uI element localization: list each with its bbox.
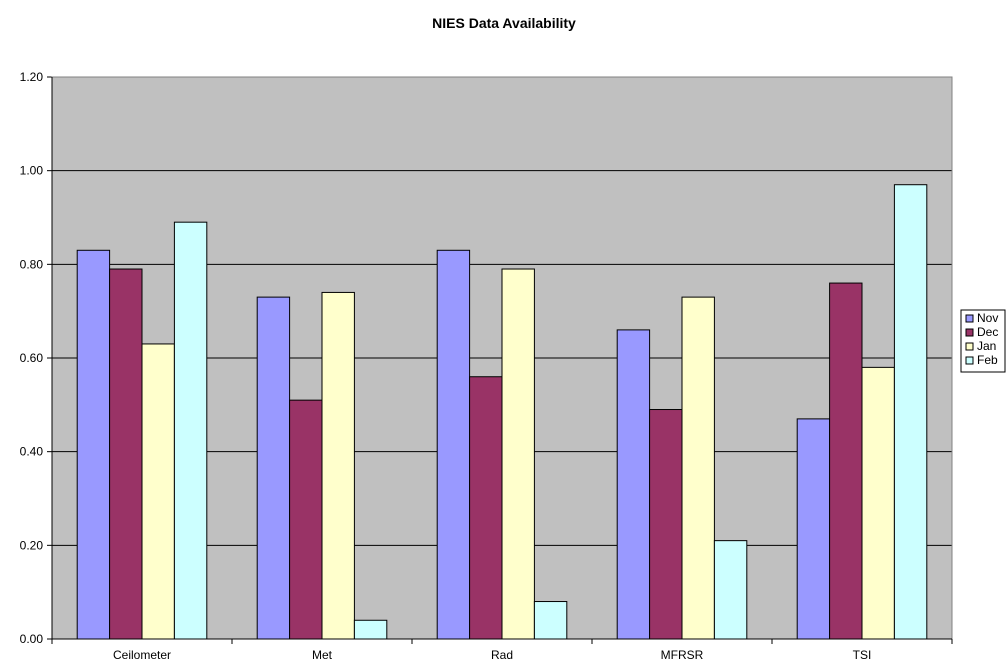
y-tick-label: 0.40	[20, 445, 44, 459]
bar-nov-rad	[436, 249, 471, 640]
bar-jan-mfrsr	[681, 296, 715, 640]
x-tick-label: MFRSR	[661, 648, 704, 662]
bar-feb-ceilometer	[173, 221, 208, 640]
bar-jan-met	[321, 291, 355, 640]
bar-nov-ceilometer	[76, 249, 111, 640]
bar-dec-rad	[469, 376, 503, 640]
x-tick-label: Ceilometer	[113, 648, 171, 662]
bar-feb-met	[353, 619, 388, 640]
bar-dec-tsi	[829, 282, 863, 640]
bar-dec-mfrsr	[649, 409, 683, 640]
bar-nov-tsi	[796, 418, 831, 640]
y-tick-label: 0.20	[20, 538, 44, 552]
legend-swatch-dec	[965, 328, 974, 337]
legend-label-nov: Nov	[977, 311, 998, 325]
y-tick-label: 0.00	[20, 632, 44, 646]
y-tick-label: 1.00	[20, 164, 44, 178]
bar-jan-ceilometer	[141, 343, 175, 640]
bar-jan-tsi	[861, 366, 895, 640]
y-tick-label: 1.20	[20, 70, 44, 84]
bar-feb-mfrsr	[713, 540, 748, 640]
legend-swatch-nov	[965, 314, 974, 323]
bar-nov-met	[256, 296, 291, 640]
y-tick-label: 0.80	[20, 257, 44, 271]
bar-feb-rad	[533, 601, 568, 640]
y-tick-label: 0.60	[20, 351, 44, 365]
bar-dec-met	[289, 399, 323, 640]
x-tick-label: Met	[312, 648, 333, 662]
legend-label-dec: Dec	[977, 325, 998, 339]
bar-jan-rad	[501, 268, 535, 640]
legend-label-feb: Feb	[977, 353, 998, 367]
x-tick-label: Rad	[491, 648, 513, 662]
bar-feb-tsi	[893, 184, 928, 640]
legend-swatch-feb	[965, 356, 974, 365]
bar-nov-mfrsr	[616, 329, 651, 640]
legend-swatch-jan	[965, 342, 974, 351]
bar-dec-ceilometer	[109, 268, 143, 640]
x-tick-label: TSI	[853, 648, 872, 662]
chart-title: NIES Data Availability	[432, 15, 576, 31]
legend-label-jan: Jan	[977, 339, 996, 353]
plot-area: 0.00 0.20 0.40 0.60 0.80 1.00 1.20 Ceilometer Me…	[20, 70, 953, 662]
